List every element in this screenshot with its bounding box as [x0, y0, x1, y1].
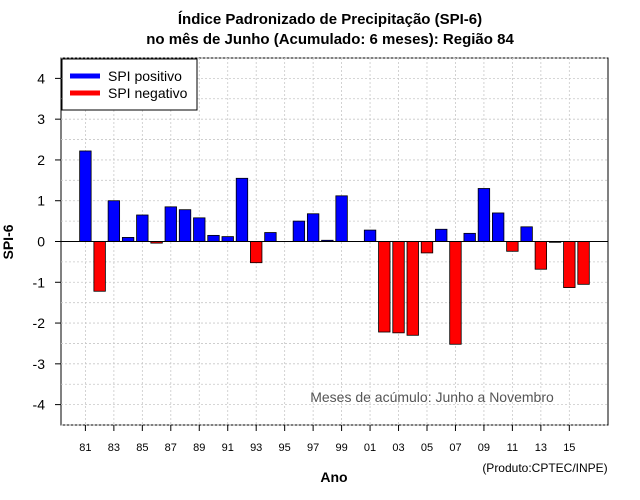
x-tick-label: 11: [507, 442, 518, 454]
y-tick-label: -4: [33, 397, 46, 413]
y-tick-label: 0: [37, 234, 45, 250]
x-tick-label: 89: [193, 442, 205, 454]
bar-1984: [121, 237, 135, 242]
bar-2004: [406, 241, 419, 336]
x-tick-label: 03: [392, 442, 404, 454]
y-tick-label: 1: [37, 193, 45, 209]
bars: [79, 150, 590, 345]
y-tick-label: 2: [37, 152, 45, 168]
bar-2006: [435, 228, 448, 242]
bar-1992: [235, 177, 249, 242]
bar-2008: [463, 232, 476, 242]
legend: SPI positivo SPI negativo: [61, 58, 198, 111]
legend-label-positive: SPI positivo: [108, 68, 182, 84]
x-tick-label: 83: [108, 442, 120, 454]
bar-2010: [492, 212, 505, 242]
y-tick-label: 4: [37, 70, 45, 86]
y-tick-label: 3: [37, 111, 45, 127]
x-tick-label: 95: [279, 442, 291, 454]
bar-1993: [250, 241, 263, 264]
y-tick-label: -3: [33, 356, 46, 372]
bar-1985: [136, 214, 149, 242]
x-tick-label: 97: [307, 442, 319, 454]
bar-2015: [563, 241, 576, 288]
bar-1989: [193, 217, 206, 242]
bar-2016: [577, 241, 590, 285]
x-tick-label: 91: [222, 442, 234, 454]
x-tick-label: 15: [563, 442, 575, 454]
legend-label-negative: SPI negativo: [108, 85, 188, 101]
x-tick-label: 93: [250, 442, 262, 454]
bar-1982: [93, 241, 106, 292]
x-tick-label: 05: [421, 442, 433, 454]
bar-2012: [520, 226, 533, 242]
bar-1988: [178, 209, 192, 242]
bar-1997: [306, 213, 320, 242]
x-tick-label: 81: [79, 442, 91, 454]
bar-2002: [378, 241, 391, 333]
x-axis-label: Ano: [320, 469, 347, 485]
bar-1996: [292, 220, 306, 242]
x-tick-label: 85: [136, 442, 148, 454]
accumulation-note: Meses de acúmulo: Junho a Novembro: [310, 389, 554, 405]
x-tick-label: 09: [478, 442, 490, 454]
y-tick-label: -2: [33, 315, 46, 331]
grid-lines: [61, 57, 608, 426]
x-tick-label: 13: [535, 442, 547, 454]
y-axis-label: SPI-6: [0, 224, 16, 259]
bar-2005: [420, 241, 434, 254]
chart-title-line2: no mês de Junho (Acumulado: 6 meses): Re…: [146, 31, 514, 48]
product-credit: (Produto:CPTEC/INPE): [482, 461, 607, 475]
bar-2013: [534, 241, 548, 270]
x-tick-label: 87: [165, 442, 177, 454]
y-tick-label: -1: [33, 274, 46, 290]
bar-1994: [264, 232, 277, 242]
bar-1990: [207, 234, 220, 242]
legend-box: [61, 58, 198, 111]
bar-2009: [477, 188, 491, 242]
x-tick-label: 07: [449, 442, 461, 454]
chart-title-line1: Índice Padronizado de Precipitação (SPI-…: [178, 11, 482, 28]
bar-2007: [449, 241, 462, 345]
x-tick-label: 99: [335, 442, 347, 454]
bar-2011: [506, 241, 519, 252]
bar-1983: [107, 200, 121, 242]
bar-1987: [164, 206, 177, 242]
bar-2003: [392, 241, 405, 334]
x-tick-label: 01: [364, 442, 376, 454]
bar-1991: [221, 236, 234, 242]
bar-2001: [363, 229, 377, 242]
bar-1999: [335, 195, 348, 242]
bar-1981: [79, 150, 92, 242]
